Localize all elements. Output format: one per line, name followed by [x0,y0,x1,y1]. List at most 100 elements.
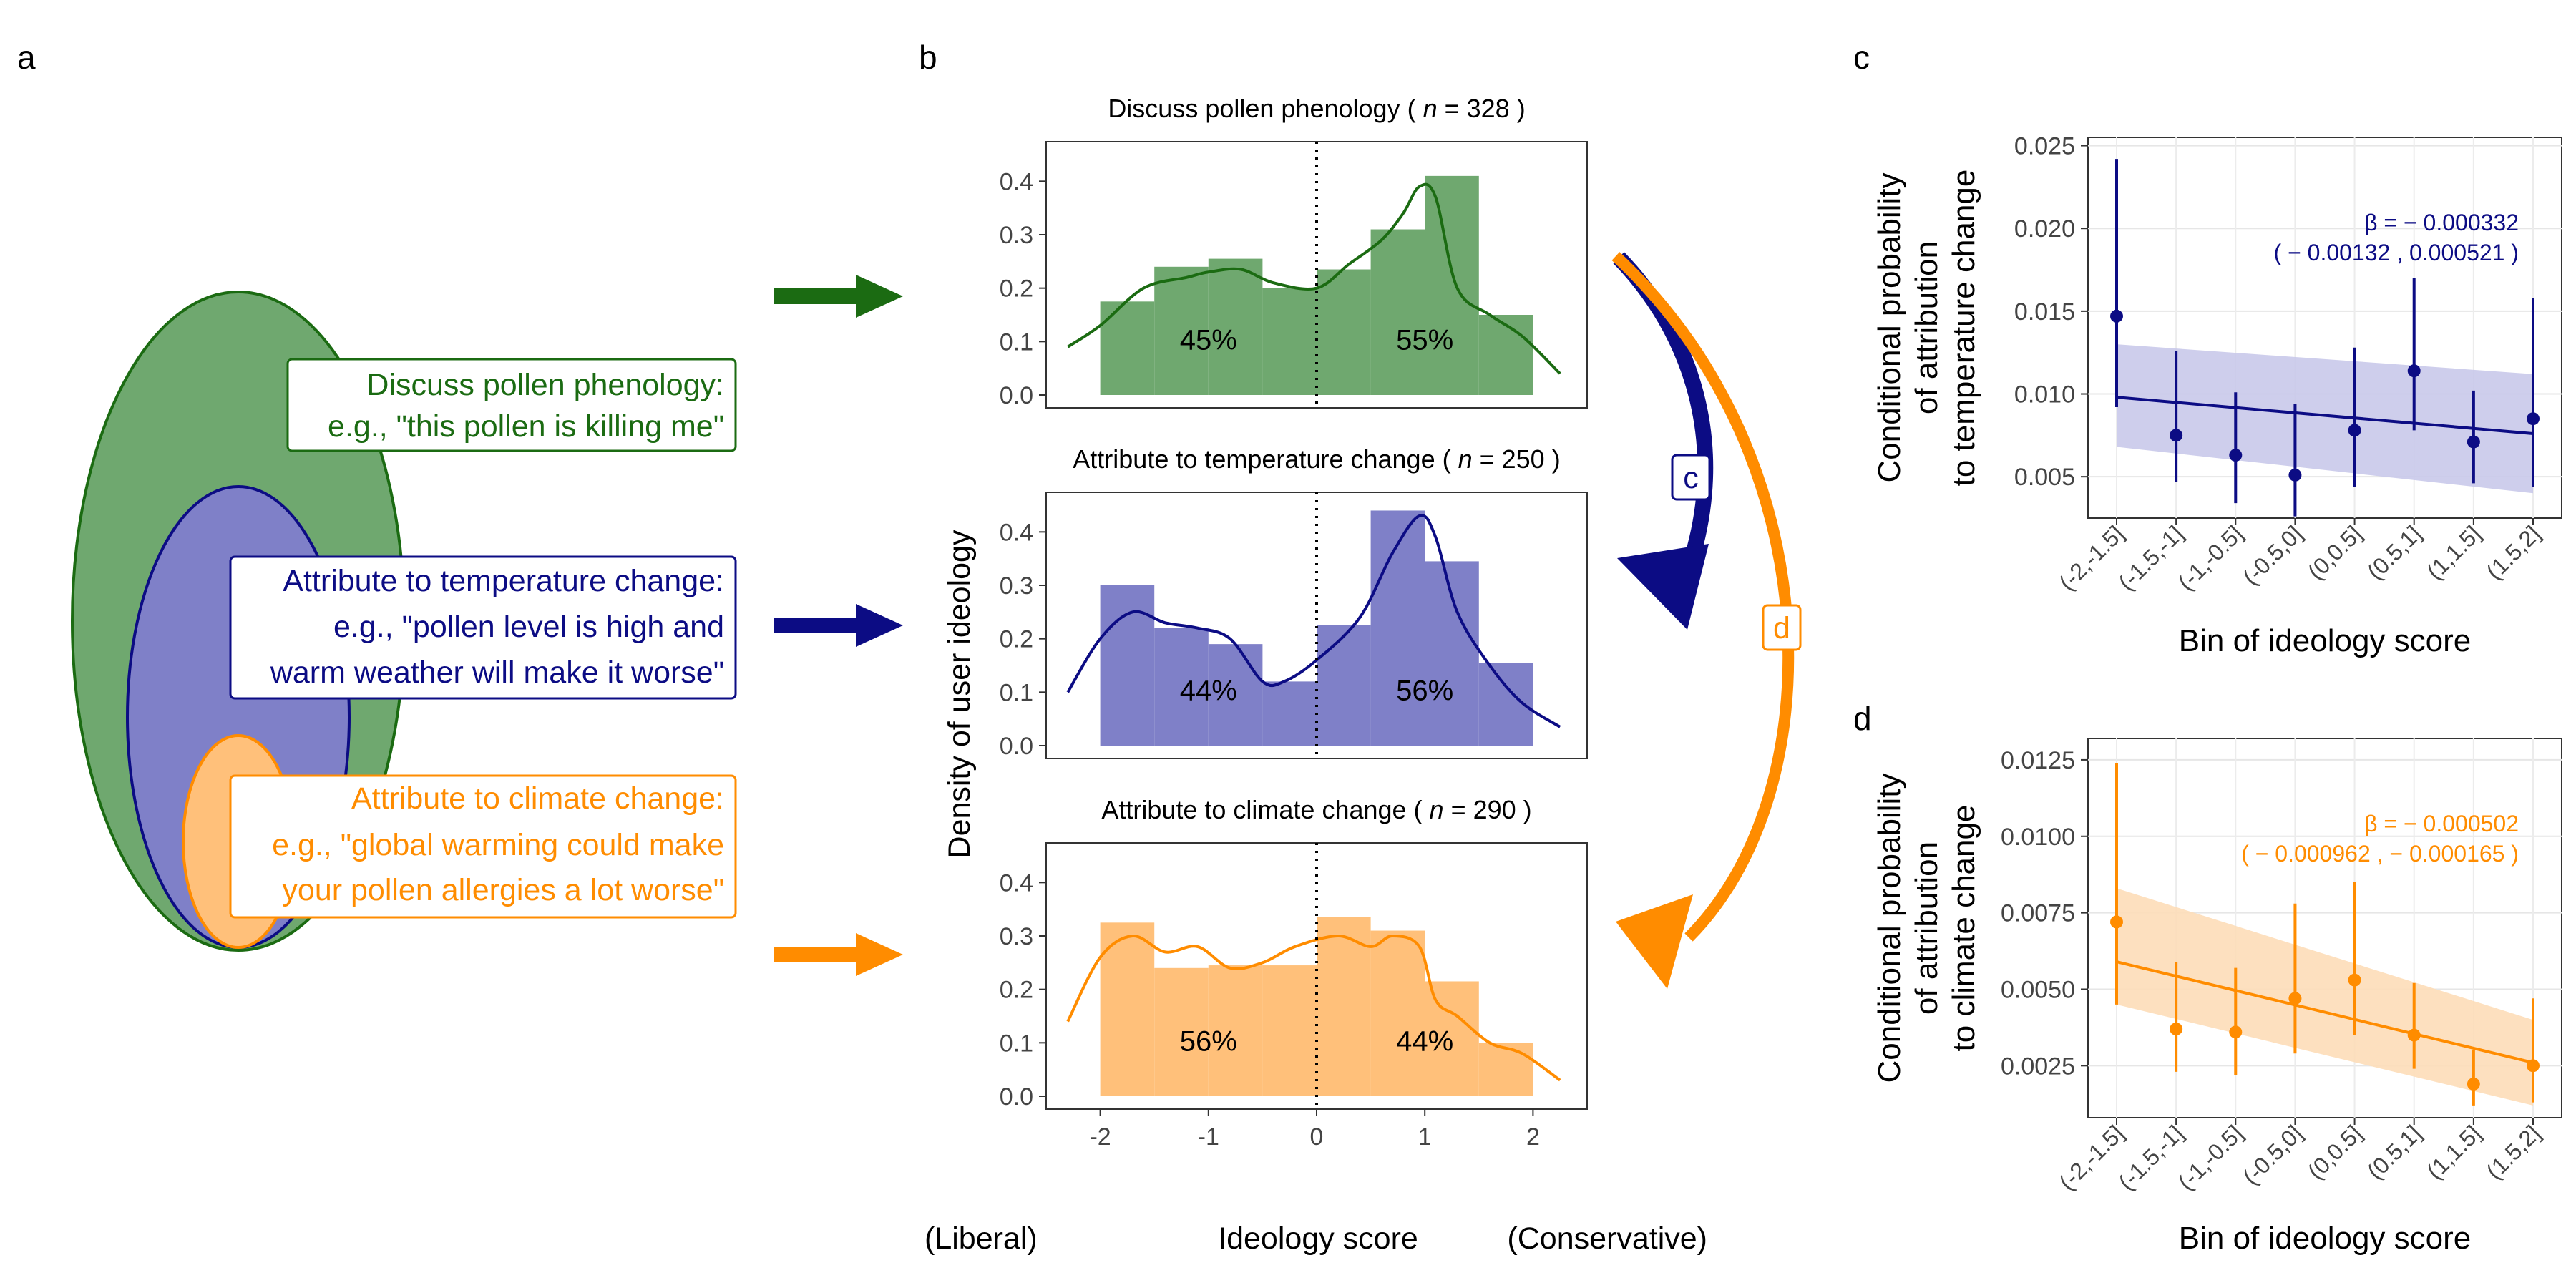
histogram-title-text: Attribute to temperature change ( [1073,444,1458,474]
histogram-title-text: Discuss pollen phenology ( [1108,94,1423,123]
x-tick-label: (1.5,2] [2481,1120,2545,1184]
y-axis-title-line: to temperature change [1946,170,1981,487]
ci-annotation: ( − 0.000962 , − 0.000165 ) [2241,841,2519,867]
panel-label-d: d [1853,700,1872,737]
box-pollen-phenology-title: Discuss pollen phenology: [366,368,724,402]
y-axis-title-line: of attribution [1909,241,1944,414]
y-tick-label: 0.0125 [2001,747,2075,774]
data-point [2110,915,2123,929]
histogram-bar [1262,681,1317,746]
x-tick-label: (1,1.5] [2421,1120,2486,1184]
data-point [2110,309,2123,323]
histogram-n-value: = 328 ) [1438,94,1526,123]
data-point [2170,429,2183,442]
box-pollen-phenology-frame [286,358,737,452]
curved-arrow-d-label-box [1762,604,1802,651]
x-tick-label: 0 [1310,1123,1324,1151]
x-tick-label: (1.5,2] [2481,520,2545,585]
y-tick-label: 0.2 [1000,275,1033,303]
x-tick-label: (0,0.5] [2303,520,2367,585]
curved-arrow-d: d [1611,252,1802,989]
x-tick-label: -2 [1089,1123,1111,1151]
data-point [2229,1025,2243,1039]
left-percentage: 45% [1180,325,1237,356]
y-axis-title-line: Conditional probability [1872,774,1907,1083]
panel-b-y-title: Density of user ideology [942,530,977,858]
y-tick-label: 0.1 [1000,1030,1033,1057]
panel-b-x-title: Ideology score [1218,1221,1418,1256]
right-percentage: 44% [1396,1026,1453,1058]
density-curve [1066,514,1561,728]
histogram-bar [1370,229,1425,395]
curved-arrow-c-label: c [1683,461,1699,495]
histogram-bar [1425,175,1479,395]
density-curve [1066,934,1561,1082]
x-tick-label: -1 [1198,1123,1219,1151]
arrow-a-to-b-green-head [856,275,903,318]
histogram-title: Attribute to temperature change ( n = 25… [1073,444,1560,474]
left-percentage: 44% [1180,675,1237,707]
y-tick-label: 0.4 [1000,869,1033,897]
data-point [2407,1028,2421,1042]
x-tick-label: (0.5,1] [2362,1120,2426,1184]
y-tick-label: 0.010 [2014,381,2075,409]
histogram-n-value: = 290 ) [1444,795,1532,824]
box-temperature-change: Attribute to temperature change: e.g., "… [229,555,737,700]
box-pollen-phenology-example: e.g., "this pollen is killing me" [328,409,724,444]
histogram-bar [1208,965,1263,1096]
arrow-a-to-b-green [774,275,903,318]
x-tick-label: (-0.5,0] [2238,1120,2307,1189]
y-tick-label: 0.1 [1000,328,1033,356]
x-tick-label: (1,1.5] [2421,520,2486,585]
arrow-a-to-b-blue-head [856,604,903,647]
histogram-title: Attribute to climate change ( n = 290 ) [1101,795,1531,824]
histogram-bar [1100,585,1155,746]
x-tick-label: 2 [1526,1123,1540,1151]
beta-annotation: β = − 0.000332 [2364,210,2519,235]
y-tick-label: 0.3 [1000,222,1033,249]
histogram-bar [1317,917,1371,1096]
box-temperature-change-example-2: warm weather will make it worse" [270,655,724,690]
data-point [2348,424,2361,437]
histogram-b2: Attribute to temperature change ( n = 25… [1000,444,1588,760]
x-tick-label: 1 [1418,1123,1432,1151]
x-tick-label: (0,0.5] [2303,1120,2367,1184]
panels-c-d: 0.005 0.010 0.015 0.020 0.025 β = − 0.000332 (… [1872,133,2562,1256]
data-point [2467,1077,2480,1091]
y-tick-label: 0.3 [1000,923,1033,950]
box-climate-change-frame [229,774,737,919]
right-percentage: 56% [1396,675,1453,707]
histogram-title-text: Attribute to climate change ( [1101,795,1429,824]
x-tick-label: (-1,-0.5] [2173,1120,2248,1195]
data-point [2467,435,2480,449]
box-temperature-change-frame [229,555,737,700]
curved-arrow-d-label: d [1773,611,1790,645]
right-percentage: 55% [1396,325,1453,356]
histogram-bar [1370,510,1425,746]
histogram-bar [1425,561,1479,746]
x-axis-title: Bin of ideology score [2179,1221,2471,1256]
left-percentage: 56% [1180,1026,1237,1058]
y-tick-label: 0.4 [1000,519,1033,546]
panel-label-b: b [919,39,937,76]
arrow-a-to-b-orange-head [856,933,903,976]
y-tick-label: 0.4 [1000,168,1033,195]
x-tick-label: (-1.5,-1] [2113,1120,2188,1195]
fit-line [2116,960,2534,1065]
data-point [2288,468,2302,482]
x-tick-label: (-1,-0.5] [2173,520,2248,595]
data-point [2229,449,2243,462]
data-point [2288,992,2302,1005]
y-tick-label: 0.025 [2014,133,2075,160]
histogram-title: Discuss pollen phenology ( n = 328 ) [1108,94,1525,123]
y-tick-label: 0.0075 [2001,900,2075,927]
histogram-n-label: n [1430,795,1444,824]
histogram-bar [1317,269,1371,395]
panel-label-c: c [1853,39,1870,76]
curved-arrow-c-label-box [1671,454,1711,501]
histogram-bar [1425,981,1479,1096]
y-tick-label: 0.3 [1000,572,1033,600]
histogram-bar [1262,965,1317,1096]
histogram-bar [1208,258,1263,395]
y-tick-label: 0.2 [1000,977,1033,1004]
